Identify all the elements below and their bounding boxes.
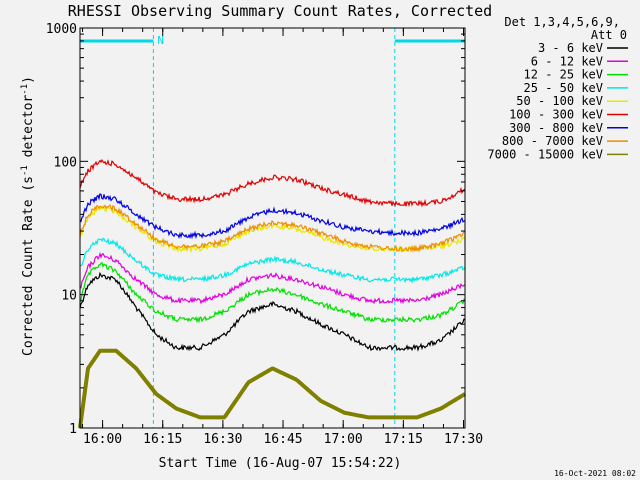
- x-tick-label: 16:00: [83, 432, 122, 447]
- x-axis: 16:00 16:15 16:30 16:45 17:00 17:15 17:30: [82, 28, 483, 447]
- series-line: [79, 261, 466, 324]
- series-line: [79, 204, 466, 253]
- series-line: [78, 348, 467, 429]
- footer-date: 16-Oct-2021 08:02: [554, 469, 636, 478]
- plot-frame: [79, 27, 466, 429]
- series-line: [79, 204, 466, 254]
- x-tick-label: 16:30: [203, 432, 242, 447]
- y-label-sup1: -1: [20, 165, 30, 176]
- y-tick-label: 100: [54, 155, 77, 170]
- legend-label: 800 - 7000 keV: [502, 134, 603, 148]
- x-tick-label: 17:00: [324, 432, 363, 447]
- legend-label: 7000 - 15000 keV: [487, 147, 603, 161]
- y-label-sup2: -1: [20, 84, 30, 95]
- x-axis-label: Start Time (16-Aug-07 15:54:22): [159, 456, 402, 471]
- y-axis-label: Corrected Count Rate (s-1 detector-1): [20, 76, 36, 356]
- chart-title: RHESSI Observing Summary Count Rates, Co…: [68, 2, 492, 20]
- legend-label: 3 - 6 keV: [538, 41, 603, 55]
- y-label-part3: ): [21, 76, 36, 84]
- y-label-part1: Corrected Count Rate (s: [21, 176, 36, 356]
- y-tick-label: 1: [69, 422, 77, 437]
- series-line: [79, 251, 466, 305]
- legend-label: 50 - 100 keV: [516, 94, 603, 108]
- y-label-part2: detector: [21, 95, 36, 166]
- y-tick-label: 10: [61, 289, 77, 304]
- legend-header-line2: Att 0: [591, 28, 627, 42]
- series-group: [78, 158, 467, 429]
- y-tick-label: 1000: [46, 22, 77, 37]
- legend-header-line1: Det 1,3,4,5,6,9,: [504, 15, 620, 29]
- legend-label: 6 - 12 keV: [531, 54, 603, 68]
- x-tick-label: 17:30: [444, 432, 483, 447]
- series-line: [79, 271, 466, 352]
- legend-label: 25 - 50 keV: [524, 81, 603, 95]
- x-tick-label: 17:15: [384, 432, 423, 447]
- legend-label: 100 - 300 keV: [509, 108, 603, 122]
- y-axis: 1 10 100 1000: [46, 22, 465, 437]
- series-line: [79, 193, 466, 240]
- series-line: [79, 237, 466, 285]
- x-tick-label: 16:45: [263, 432, 302, 447]
- legend-label: 12 - 25 keV: [524, 68, 603, 82]
- x-tick-label: 16:15: [143, 432, 182, 447]
- series-line: [79, 158, 466, 208]
- marker-label: N: [157, 34, 164, 47]
- legend-label: 300 - 800 keV: [509, 121, 603, 135]
